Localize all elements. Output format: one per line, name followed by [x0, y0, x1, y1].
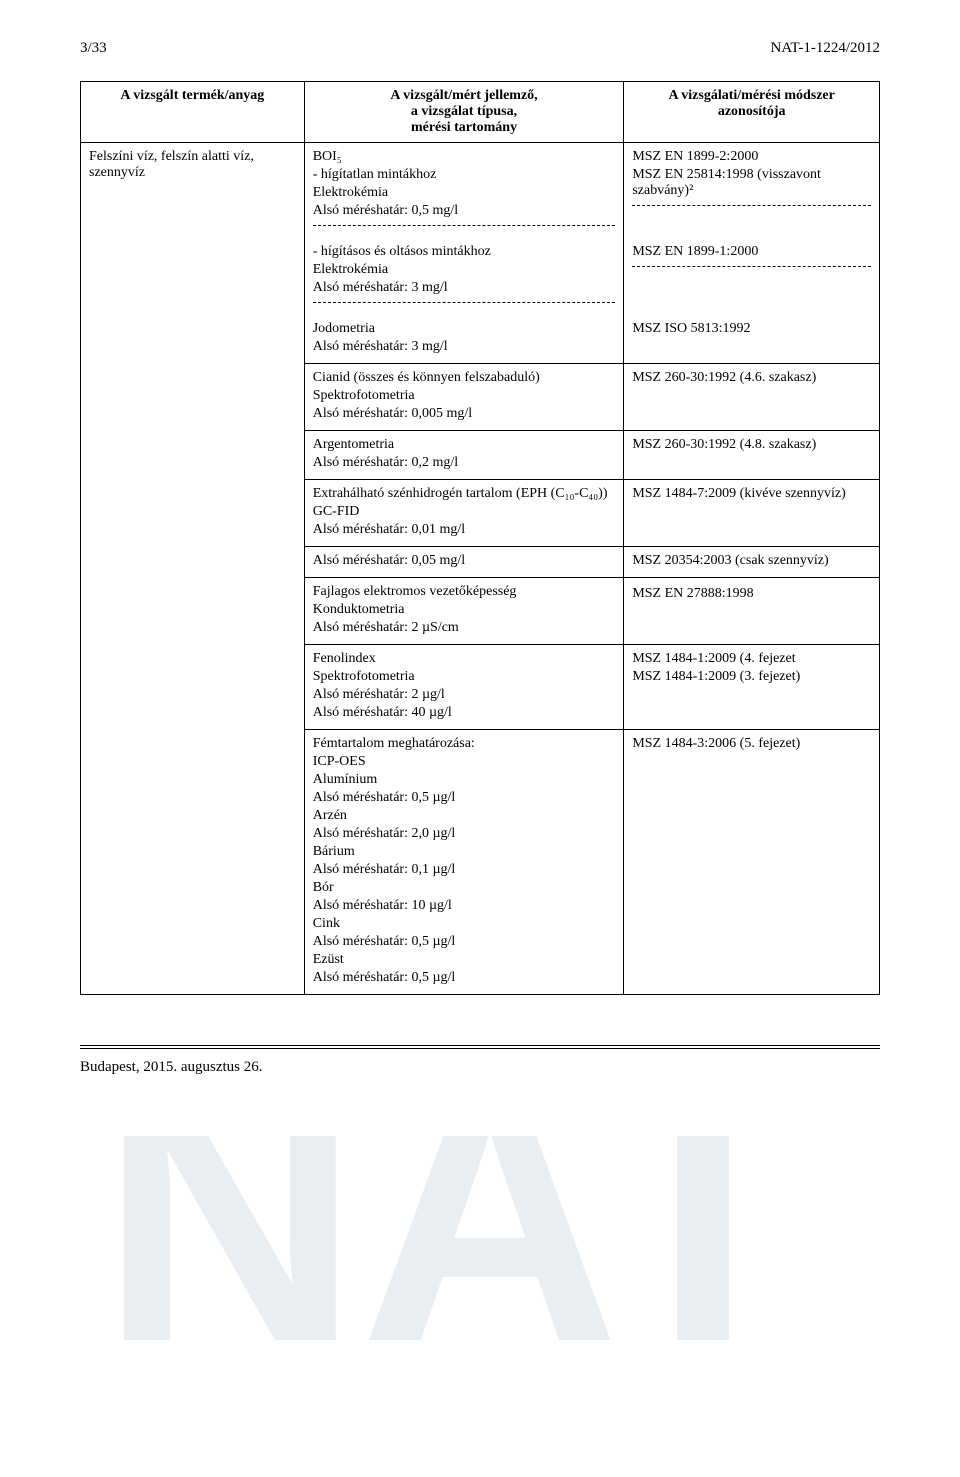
characteristic-line: Alsó méréshatár: 2,0 µg/l [313, 826, 616, 842]
characteristic-line: Fajlagos elektromos vezetőképesség [313, 584, 616, 600]
characteristic-cell: Jodometria Alsó méréshatár: 3 mg/l [304, 315, 624, 364]
table-row: Felszíni víz, felszín alatti víz, szenny… [81, 143, 880, 239]
characteristic-line: GC-FID [313, 504, 616, 520]
characteristic-line: Arzén [313, 808, 616, 824]
characteristic-line: BOI₅ [313, 149, 616, 165]
characteristic-cell: Argentometria Alsó méréshatár: 0,2 mg/l [304, 431, 624, 480]
characteristic-line: Alsó méréshatár: 0,5 mg/l [313, 203, 616, 219]
characteristic-line: Bór [313, 880, 616, 896]
page-header: 3/33 NAT-1-1224/2012 [80, 40, 880, 57]
method-cell: MSZ 260-30:1992 (4.6. szakasz) [624, 364, 880, 431]
characteristic-line: Alsó méréshatár: 0,2 mg/l [313, 455, 616, 471]
col-header-product: A vizsgált termék/anyag [81, 82, 305, 143]
characteristic-cell: Alsó méréshatár: 0,05 mg/l [304, 547, 624, 578]
characteristic-line: Alsó méréshatár: 0,05 mg/l [313, 553, 616, 569]
method-line: MSZ EN 27888:1998 [632, 586, 871, 602]
method-line: MSZ 260-30:1992 (4.6. szakasz) [632, 370, 871, 386]
characteristic-line: Ezüst [313, 952, 616, 968]
characteristic-line: Alsó méréshatár: 3 mg/l [313, 280, 616, 296]
characteristic-line: Alsó méréshatár: 0,5 µg/l [313, 934, 616, 950]
method-cell: MSZ EN 27888:1998 [624, 578, 880, 645]
col-header-method: A vizsgálati/mérési módszer azonosítója [624, 82, 880, 143]
document-number: NAT-1-1224/2012 [771, 40, 880, 57]
method-cell: MSZ EN 1899-2:2000 MSZ EN 25814:1998 (vis… [624, 143, 880, 239]
method-line: MSZ EN 1899-1:2000 [632, 244, 871, 260]
characteristic-cell: Extrahálható szénhidrogén tartalom (EPH … [304, 480, 624, 547]
characteristic-line: Jodometria [313, 321, 616, 337]
dashed-separator [632, 205, 871, 206]
page-number: 3/33 [80, 40, 107, 57]
method-line: MSZ 20354:2003 (csak szennyvíz) [632, 553, 871, 569]
method-line: MSZ 260-30:1992 (4.8. szakasz) [632, 437, 871, 453]
col-header-characteristic: A vizsgált/mért jellemző, a vizsgálat tí… [304, 82, 624, 143]
characteristic-line: Alsó méréshatár: 0,5 µg/l [313, 970, 616, 986]
characteristic-line: - hígításos és oltásos mintákhoz [313, 244, 616, 260]
characteristic-line: Alsó méréshatár: 0,005 mg/l [313, 406, 616, 422]
characteristic-line: Cianid (összes és könnyen felszabaduló) [313, 370, 616, 386]
method-cell: MSZ 1484-1:2009 (4. fejezet MSZ 1484-1:20… [624, 645, 880, 730]
method-cell: MSZ 1484-3:2006 (5. fejezet) [624, 730, 880, 995]
characteristic-cell: BOI₅ - hígítatlan mintákhoz Elektrokémia Al… [304, 143, 624, 239]
characteristic-line: Alsó méréshatár: 0,5 µg/l [313, 790, 616, 806]
method-line: MSZ EN 1899-2:2000 [632, 149, 871, 165]
table-header-row: A vizsgált termék/anyag A vizsgált/mért … [81, 82, 880, 143]
characteristic-line: Extrahálható szénhidrogén tartalom (EPH … [313, 486, 616, 502]
characteristic-line: Alumínium [313, 772, 616, 788]
characteristic-line: ICP-OES [313, 754, 616, 770]
method-line: MSZ EN 25814:1998 (visszavont szabvány)² [632, 167, 871, 199]
characteristic-cell: - hígításos és oltásos mintákhoz Elektrok… [304, 238, 624, 315]
characteristic-line: Cink [313, 916, 616, 932]
method-cell: MSZ 260-30:1992 (4.8. szakasz) [624, 431, 880, 480]
characteristic-cell: Cianid (összes és könnyen felszabaduló) S… [304, 364, 624, 431]
characteristic-line: Bárium [313, 844, 616, 860]
characteristic-line: Argentometria [313, 437, 616, 453]
method-cell: MSZ 20354:2003 (csak szennyvíz) [624, 547, 880, 578]
characteristic-line: Alsó méréshatár: 10 µg/l [313, 898, 616, 914]
characteristic-line: Alsó méréshatár: 2 µS/cm [313, 620, 616, 636]
characteristic-cell: Fémtartalom meghatározása: ICP-OES Alumíni… [304, 730, 624, 995]
characteristic-line: - hígítatlan mintákhoz [313, 167, 616, 183]
method-cell: MSZ 1484-7:2009 (kivéve szennyvíz) [624, 480, 880, 547]
characteristic-line: Spektrofotometria [313, 669, 616, 685]
dashed-separator [313, 225, 616, 226]
method-cell: MSZ EN 1899-1:2000 [624, 238, 880, 315]
method-line: MSZ 1484-7:2009 (kivéve szennyvíz) [632, 486, 871, 502]
method-line: MSZ 1484-1:2009 (4. fejezet [632, 651, 871, 667]
dashed-separator [313, 302, 616, 303]
characteristic-line: Fémtartalom meghatározása: [313, 736, 616, 752]
characteristic-line: Alsó méréshatár: 2 µg/l [313, 687, 616, 703]
characteristic-line: Alsó méréshatár: 3 mg/l [313, 339, 616, 355]
method-line: MSZ ISO 5813:1992 [632, 321, 871, 337]
dashed-separator [632, 266, 871, 267]
characteristic-line: Alsó méréshatár: 40 µg/l [313, 705, 616, 721]
method-cell: MSZ ISO 5813:1992 [624, 315, 880, 364]
footer-rule [80, 1045, 880, 1049]
characteristic-line: Fenolindex [313, 651, 616, 667]
method-line: MSZ 1484-3:2006 (5. fejezet) [632, 736, 871, 752]
characteristic-line: Elektrokémia [313, 262, 616, 278]
footer-text: Budapest, 2015. augusztus 26. [80, 1059, 880, 1076]
characteristic-line: Elektrokémia [313, 185, 616, 201]
specification-table: A vizsgált termék/anyag A vizsgált/mért … [80, 81, 880, 995]
characteristic-line: Alsó méréshatár: 0,1 µg/l [313, 862, 616, 878]
characteristic-line: Spektrofotometria [313, 388, 616, 404]
characteristic-line: Konduktometria [313, 602, 616, 618]
characteristic-line: Alsó méréshatár: 0,01 mg/l [313, 522, 616, 538]
product-cell: Felszíni víz, felszín alatti víz, szenny… [81, 143, 305, 995]
method-line: MSZ 1484-1:2009 (3. fejezet) [632, 669, 871, 685]
characteristic-cell: Fajlagos elektromos vezetőképesség Konduk… [304, 578, 624, 645]
characteristic-cell: Fenolindex Spektrofotometria Alsó méréshat… [304, 645, 624, 730]
